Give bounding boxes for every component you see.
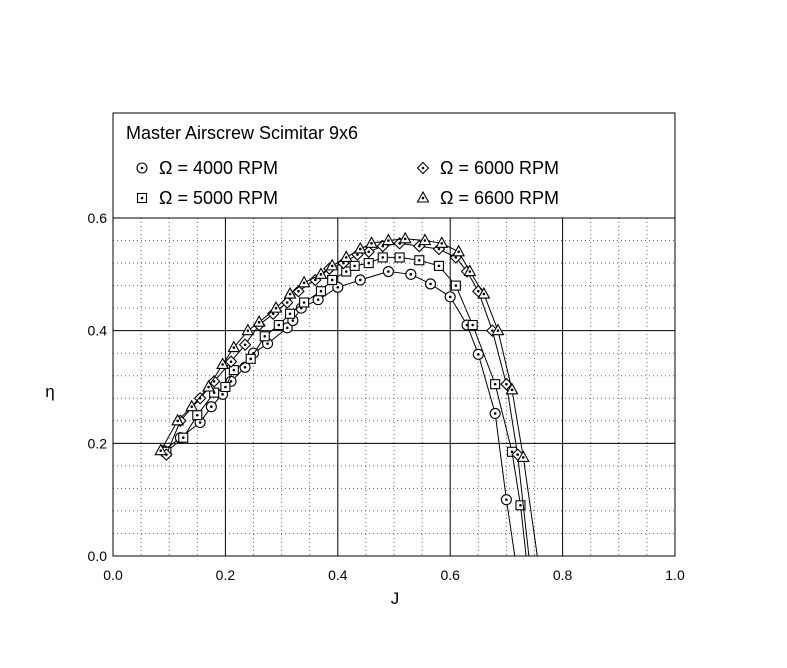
data-point <box>209 387 220 398</box>
data-point <box>273 319 284 331</box>
data-point <box>202 379 215 392</box>
data-point <box>365 236 378 248</box>
data-point <box>349 260 360 271</box>
data-point <box>284 308 296 319</box>
series-4 <box>154 231 538 557</box>
data-point <box>238 338 252 352</box>
series-3 <box>160 237 530 557</box>
data-point <box>363 258 374 269</box>
data-point <box>491 323 505 336</box>
data-point <box>245 353 256 364</box>
data-point <box>362 245 375 259</box>
data-point <box>489 407 501 420</box>
x-tick-label: 0.4 <box>328 567 348 583</box>
data-point <box>327 274 338 286</box>
legend-label: Ω = 6600 RPM <box>440 188 559 208</box>
legend-marker <box>416 161 430 175</box>
data-point <box>405 268 417 280</box>
data-point <box>283 286 297 299</box>
data-point <box>467 319 478 331</box>
data-point <box>192 410 203 421</box>
legend-marker <box>416 190 430 203</box>
legend-entries: Ω = 4000 RPM Ω = 5000 RPM Ω = 6000 RPM Ω = … <box>136 158 559 208</box>
data-point <box>339 250 353 262</box>
x-axis-label: J <box>391 589 400 608</box>
data-point <box>414 255 425 266</box>
data-point <box>377 252 388 263</box>
data-point <box>315 286 326 297</box>
data-point <box>220 381 231 393</box>
data-point <box>450 280 461 291</box>
data-point <box>490 379 501 390</box>
data-point <box>394 252 405 263</box>
x-tick-label: 0.8 <box>553 567 573 583</box>
data-point <box>292 284 305 298</box>
legend-label: Ω = 5000 RPM <box>159 188 278 208</box>
data-point <box>515 500 526 511</box>
data-point <box>207 375 221 388</box>
legend-entry: Ω = 6600 RPM <box>416 188 559 208</box>
x-tick-label: 0.6 <box>440 567 460 583</box>
data-point <box>433 260 445 271</box>
data-point <box>505 382 519 395</box>
data-point <box>228 365 239 376</box>
data-point <box>424 278 437 290</box>
data-point <box>299 297 310 308</box>
data-point <box>154 443 168 456</box>
data-point <box>314 267 328 279</box>
data-point <box>477 286 491 299</box>
data-point <box>452 244 466 257</box>
chart-title: Master Airscrew Scimitar 9x6 <box>126 123 358 143</box>
legend-entry: Ω = 5000 RPM <box>136 188 278 208</box>
data-point <box>353 241 367 254</box>
data-point <box>500 494 512 506</box>
data-point <box>185 399 199 412</box>
legend-entry: Ω = 4000 RPM <box>136 158 278 178</box>
data-point <box>224 355 238 368</box>
legend-box: Master Airscrew Scimitar 9x6 Ω = 4000 RP… <box>112 112 676 219</box>
data-point <box>178 432 189 443</box>
data-point <box>259 331 270 342</box>
data-point <box>171 413 185 426</box>
data-point <box>398 231 412 244</box>
data-point <box>381 233 395 246</box>
data-point <box>354 274 366 286</box>
data-point <box>241 323 255 336</box>
series-layer <box>154 231 538 557</box>
data-point <box>435 236 449 248</box>
x-tick-label: 0.2 <box>216 567 236 583</box>
y-tick-label: 0.4 <box>88 323 108 339</box>
legend-label: Ω = 4000 RPM <box>159 158 278 178</box>
y-tick-label: 0.2 <box>88 435 108 451</box>
tick-labels: 0.0 0.2 0.4 0.6 0.8 1.0 0.0 0.2 0.4 0.6 <box>88 210 685 583</box>
data-point <box>297 275 311 288</box>
data-point <box>269 300 283 313</box>
x-tick-label: 1.0 <box>665 567 685 583</box>
data-point <box>463 264 477 277</box>
data-point <box>444 291 456 303</box>
data-point <box>216 357 230 370</box>
data-point <box>227 340 241 353</box>
legend-entry: Ω = 6000 RPM <box>416 158 559 178</box>
data-point <box>325 258 339 271</box>
data-point <box>252 315 266 327</box>
data-point <box>516 450 530 462</box>
data-point <box>205 401 217 413</box>
y-tick-label: 0.0 <box>88 548 108 564</box>
legend-marker <box>136 192 148 204</box>
y-axis-label: η <box>45 382 54 401</box>
data-point <box>472 348 484 360</box>
x-tick-label: 0.0 <box>103 567 123 583</box>
legend-marker <box>136 162 148 174</box>
data-point <box>418 233 432 246</box>
data-point <box>341 266 352 277</box>
y-tick-label: 0.6 <box>88 210 108 226</box>
legend-label: Ω = 6000 RPM <box>440 158 559 178</box>
data-point <box>382 265 394 278</box>
